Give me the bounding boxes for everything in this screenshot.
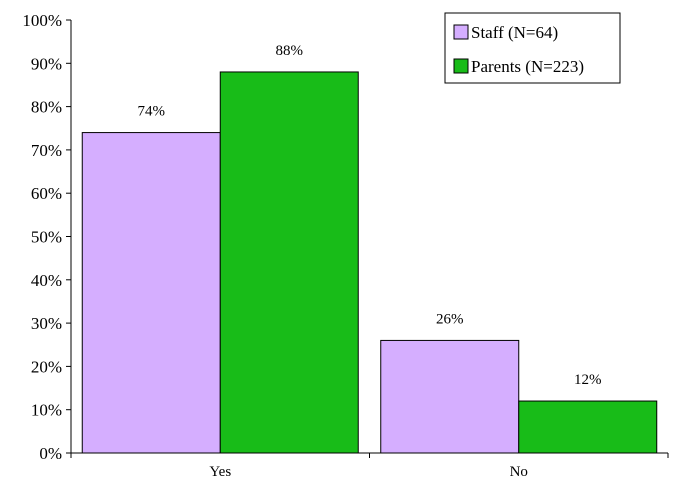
bars (81, 71, 658, 454)
data-label: 12% (574, 372, 602, 388)
legend-swatch (453, 58, 469, 74)
y-tick-label: 80% (31, 98, 62, 117)
bar-no-series-0 (380, 339, 520, 454)
legend-label: Staff (N=64) (471, 23, 558, 42)
legend-label: Parents (N=223) (471, 57, 584, 76)
bar-no-series-1 (518, 400, 658, 454)
y-tick-label: 0% (39, 444, 62, 463)
y-tick-label: 30% (31, 314, 62, 333)
y-tick-label: 10% (31, 401, 62, 420)
legend-swatch (453, 24, 469, 40)
x-tick-label: No (510, 464, 528, 480)
x-axis-ticks: Yes No (70, 453, 669, 480)
y-axis-ticks: 0% 10% 20% 30% 40% 50% 60% 70% 80% 90% 100% (22, 11, 71, 463)
y-tick-label: 60% (31, 184, 62, 203)
data-label: 74% (138, 104, 166, 120)
y-tick-label: 90% (31, 54, 62, 73)
y-tick-label: 100% (22, 11, 62, 30)
legend: Staff (N=64) Parents (N=223) (444, 12, 621, 84)
bar-yes-series-1 (219, 71, 359, 454)
bar-yes-series-0 (81, 132, 221, 454)
legend-box (444, 12, 621, 84)
data-label: 26% (436, 311, 464, 327)
y-tick-label: 70% (31, 141, 62, 160)
x-tick-label: Yes (209, 464, 231, 480)
data-labels: 74% 88% 26% 12% (138, 43, 602, 388)
y-tick-label: 40% (31, 271, 62, 290)
y-tick-label: 50% (31, 228, 62, 247)
data-label: 88% (276, 43, 304, 59)
y-tick-label: 20% (31, 357, 62, 376)
